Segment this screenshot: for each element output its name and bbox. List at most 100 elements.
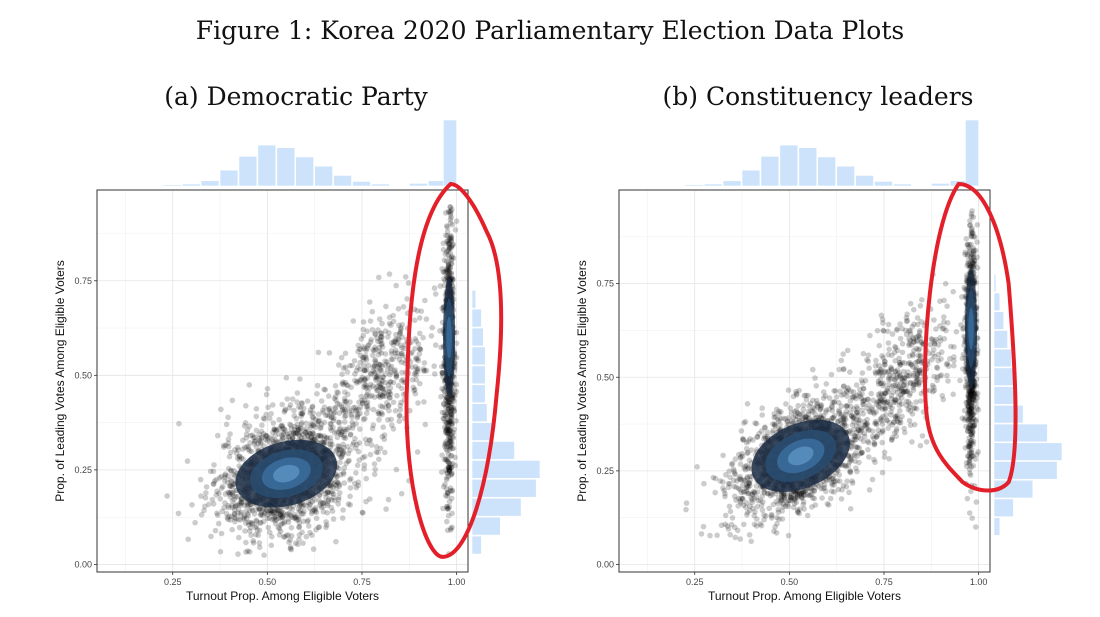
data-point (439, 266, 445, 272)
data-point (446, 469, 453, 475)
data-point (314, 391, 320, 397)
data-point (967, 262, 973, 269)
data-point (885, 351, 892, 358)
data-point (446, 464, 453, 471)
data-point (889, 436, 895, 443)
data-point (249, 432, 256, 439)
data-point (340, 365, 347, 371)
data-point (338, 403, 345, 410)
data-point (390, 342, 397, 348)
data-point (864, 356, 870, 363)
data-point (296, 520, 303, 526)
data-point (238, 509, 244, 516)
data-point (311, 436, 317, 443)
data-point (364, 384, 370, 391)
data-point (829, 403, 835, 409)
data-point (296, 432, 303, 439)
data-point (287, 402, 294, 408)
data-point (726, 503, 733, 510)
data-point (911, 321, 917, 328)
data-point (972, 261, 978, 267)
data-point (379, 340, 385, 347)
data-point (965, 412, 972, 418)
data-point (862, 397, 868, 404)
data-point (791, 497, 798, 503)
data-point (258, 511, 264, 518)
data-point (753, 483, 760, 489)
data-point (362, 453, 368, 460)
data-point (739, 495, 746, 502)
data-point (234, 455, 241, 461)
data-point (843, 423, 849, 429)
data-point (875, 391, 882, 398)
data-point (396, 418, 403, 424)
data-point (243, 431, 250, 438)
data-point (448, 406, 455, 412)
data-point (447, 204, 454, 211)
data-point (923, 439, 930, 445)
data-point (372, 466, 379, 473)
data-point (449, 420, 456, 427)
data-point (967, 417, 974, 424)
data-point (295, 506, 302, 512)
data-point (917, 352, 924, 359)
data-point (413, 338, 420, 344)
data-point (831, 399, 838, 406)
data-point (320, 500, 326, 507)
data-point (835, 418, 841, 425)
data-point (364, 440, 370, 447)
data-point (445, 402, 452, 408)
data-point (853, 403, 860, 410)
data-point (271, 426, 278, 433)
data-point (375, 338, 381, 345)
data-point (871, 456, 877, 463)
data-point (228, 467, 234, 474)
data-point (441, 401, 447, 408)
data-point (328, 504, 335, 511)
data-point (387, 365, 394, 371)
data-point (806, 415, 812, 422)
data-point (396, 336, 402, 343)
data-point (288, 426, 295, 432)
data-point (897, 417, 903, 423)
data-point (736, 476, 742, 482)
data-point (337, 425, 344, 431)
data-point (962, 384, 969, 391)
data-point (866, 408, 873, 414)
data-point (373, 377, 379, 383)
data-point (228, 478, 235, 485)
data-point (347, 362, 353, 369)
data-point (747, 482, 753, 489)
data-point (380, 424, 387, 431)
data-point (444, 490, 451, 496)
data-point (421, 368, 427, 374)
data-point (267, 529, 273, 536)
data-point (445, 399, 451, 406)
data-point (888, 364, 894, 371)
data-point (781, 494, 787, 501)
data-point (903, 318, 910, 325)
data-point (256, 527, 263, 534)
data-point (385, 402, 392, 409)
data-point (262, 437, 269, 443)
data-point (821, 484, 828, 491)
data-point (359, 397, 366, 404)
data-point (930, 388, 936, 395)
data-point (935, 342, 942, 348)
data-point (752, 420, 758, 426)
data-point (321, 404, 328, 411)
data-point (265, 524, 272, 531)
data-point (812, 415, 818, 422)
data-point (364, 345, 371, 352)
data-point (970, 259, 976, 265)
data-point (751, 490, 757, 496)
data-point (737, 476, 744, 482)
data-point (882, 390, 889, 396)
data-point (749, 491, 756, 498)
data-point (851, 426, 857, 433)
data-point (448, 235, 455, 241)
data-point (908, 362, 915, 368)
data-point (913, 399, 919, 405)
data-point (806, 403, 812, 409)
data-point (349, 419, 356, 426)
